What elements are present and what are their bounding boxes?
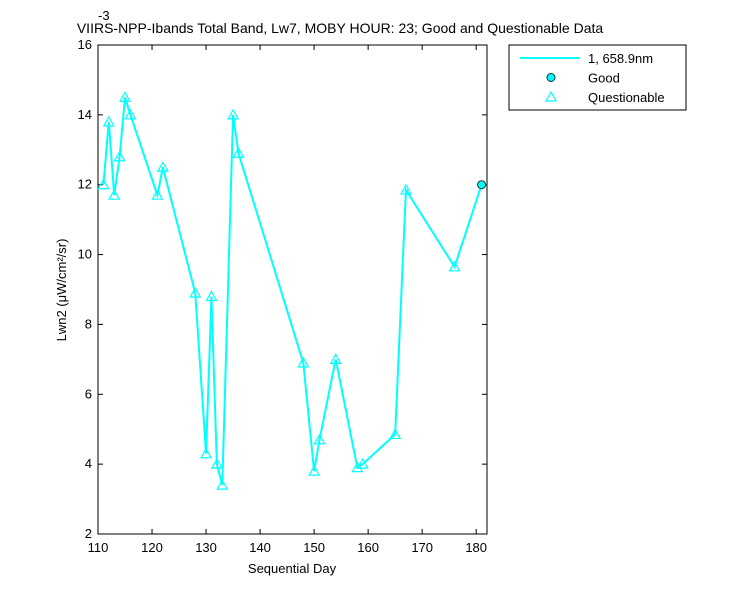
x-tick-label: 160	[357, 540, 379, 555]
x-tick-label: 130	[195, 540, 217, 555]
x-tick-label: 140	[249, 540, 271, 555]
questionable-point	[389, 428, 402, 440]
legend-label: Good	[588, 71, 620, 86]
questionable-point	[113, 150, 126, 162]
y-axis-label: Lwn2 (μW/cm²/sr)	[54, 239, 69, 342]
questionable-point	[210, 457, 223, 469]
questionable-point	[151, 188, 164, 200]
y-tick-label: 2	[85, 526, 92, 541]
legend-marker	[546, 73, 556, 82]
questionable-point	[308, 464, 321, 476]
x-tick-label: 110	[88, 540, 109, 555]
x-tick-label: 180	[465, 540, 487, 555]
legend-marker	[544, 90, 558, 102]
questionable-point	[232, 147, 245, 158]
questionable-point	[448, 260, 461, 272]
questionable-point	[329, 353, 342, 364]
y-tick-label: 14	[78, 107, 92, 122]
y-tick-label: 16	[78, 37, 92, 52]
good-point	[477, 180, 487, 190]
questionable-point	[200, 447, 213, 459]
plot-area	[97, 44, 488, 535]
data-line	[102, 97, 483, 486]
x-axis-label: Sequential Day	[248, 561, 337, 576]
questionable-point	[313, 433, 326, 445]
questionable-point	[118, 91, 132, 102]
questionable-point	[351, 461, 364, 473]
questionable-point	[108, 188, 121, 200]
y-tick-label: 8	[85, 316, 92, 331]
questionable-point	[216, 478, 229, 490]
y-tick-label: 12	[78, 177, 92, 192]
questionable-point	[189, 286, 202, 298]
legend-label: 1, 658.9nm	[588, 51, 653, 66]
questionable-point	[102, 115, 115, 127]
questionable-point	[97, 178, 110, 190]
x-tick-label: 120	[141, 540, 163, 555]
questionable-point	[156, 161, 169, 172]
questionable-point	[227, 108, 240, 120]
x-tick-label: 150	[303, 540, 325, 555]
legend-box	[508, 44, 687, 111]
questionable-point	[205, 290, 218, 302]
questionable-point	[124, 108, 137, 120]
chart-title: VIIRS-NPP-Ibands Total Band, Lw7, MOBY H…	[77, 20, 604, 36]
y-exponent: -3	[98, 8, 110, 23]
questionable-point	[356, 457, 369, 469]
legend-label: Questionable	[588, 90, 665, 105]
y-tick-label: 6	[85, 386, 92, 401]
questionable-point	[399, 183, 412, 195]
questionable-point	[297, 356, 310, 368]
y-tick-label: 4	[85, 456, 92, 471]
x-tick-label: 170	[411, 540, 433, 555]
y-tick-label: 10	[78, 247, 92, 262]
